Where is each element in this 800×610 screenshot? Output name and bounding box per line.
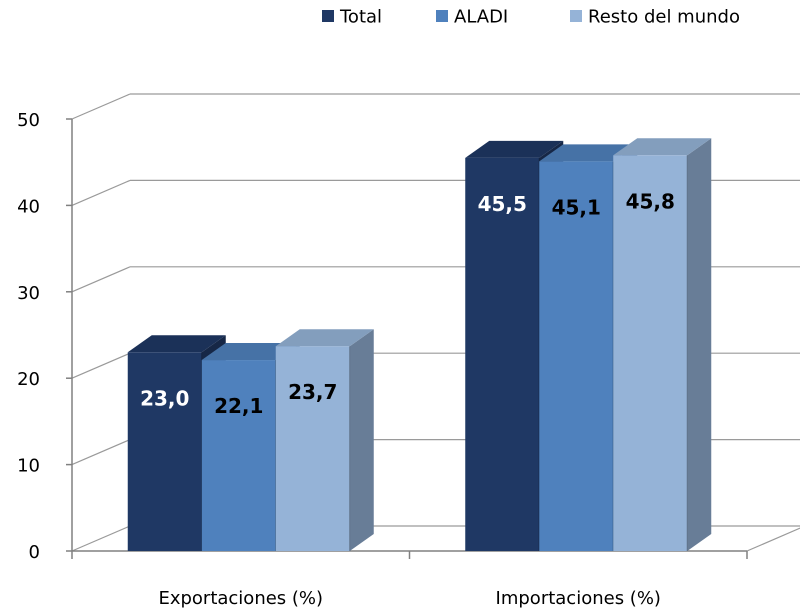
legend-swatch: [570, 10, 582, 22]
bar-top-face: [127, 335, 226, 353]
bar-top-face: [201, 343, 300, 361]
bar-front-face: [613, 155, 688, 551]
legend-swatch: [436, 10, 448, 22]
bar-top-face: [465, 140, 564, 158]
legend-label: Resto del mundo: [588, 7, 740, 28]
gridline-diagonal: [71, 439, 131, 466]
bar-side-face: [349, 329, 374, 551]
gridline-diagonal: [71, 93, 131, 120]
bar-data-label: 45,8: [626, 189, 675, 213]
bar-data-label: 45,5: [478, 192, 527, 216]
bar-top-face: [539, 144, 638, 162]
y-tick-label: 0: [29, 542, 40, 563]
bar-data-label: 23,7: [288, 380, 337, 404]
bar-data-label: 23,0: [140, 386, 189, 410]
gridline-diagonal: [71, 525, 131, 552]
bar-front-face: [539, 161, 614, 551]
bar-side-face: [687, 138, 712, 551]
legend-item: Total: [322, 7, 382, 28]
axes: 0 10 20 30 40 50 Exportaciones (%) Importacione…: [17, 110, 748, 609]
x-category-label: Importaciones (%): [496, 588, 661, 609]
legend-item: ALADI: [436, 7, 508, 28]
legend-swatch: [322, 10, 334, 22]
y-tick-label: 30: [17, 283, 40, 304]
gridline-diagonal: [71, 352, 131, 379]
y-tick-label: 50: [17, 110, 40, 131]
y-tick-label: 10: [17, 456, 40, 477]
bar: [275, 329, 374, 551]
floor-edge: [746, 527, 800, 552]
bar-top-face: [275, 329, 374, 347]
legend-item: Resto del mundo: [570, 7, 740, 28]
gridline-diagonal: [71, 266, 131, 293]
data-labels: 23,0 22,1 23,7 45,5 45,1 45,8: [140, 189, 675, 418]
bar-data-label: 45,1: [552, 195, 601, 219]
bar-front-face: [465, 157, 540, 551]
bar-front-face: [275, 346, 350, 551]
x-category-label: Exportaciones (%): [158, 588, 323, 609]
gridline-diagonal: [71, 179, 131, 206]
bar-front-face: [127, 352, 202, 551]
y-tick-label: 40: [17, 196, 40, 217]
bar-top-face: [613, 138, 712, 156]
bar-data-label: 22,1: [214, 394, 263, 418]
bar-front-face: [201, 360, 276, 551]
bars: [127, 138, 712, 551]
legend-label: ALADI: [454, 7, 508, 28]
legend-label: Total: [339, 7, 382, 28]
y-tick-label: 20: [17, 369, 40, 390]
bar: [613, 138, 712, 551]
legend: Total ALADI Resto del mundo: [322, 7, 740, 28]
